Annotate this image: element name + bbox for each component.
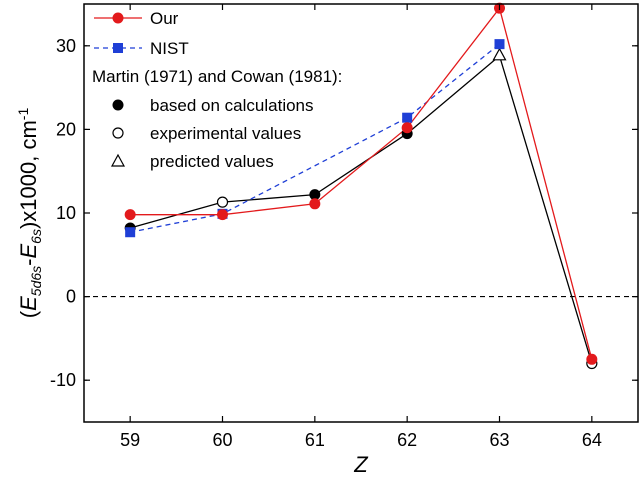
point-nist <box>494 39 505 50</box>
x-tick-label: 62 <box>397 430 417 450</box>
legend-label-exp: experimental values <box>150 124 301 143</box>
point-martin-cowan-pred <box>492 47 507 61</box>
x-tick-label: 60 <box>212 430 232 450</box>
legend-label-our: Our <box>150 9 179 28</box>
legend-marker-exp <box>112 127 124 139</box>
y-tick-label: 20 <box>56 119 76 139</box>
point-martin-cowan-exp <box>216 196 229 208</box>
legend-label-pred: predicted values <box>150 152 274 171</box>
plot-content <box>84 2 638 370</box>
x-tick-label: 63 <box>489 430 509 450</box>
legend-swatch-our-marker <box>112 12 124 24</box>
point-our <box>401 122 413 134</box>
point-nist <box>125 227 136 238</box>
series-line-nist <box>130 43 500 233</box>
legend: Our NIST Martin (1971) and Cowan (1981):… <box>92 9 342 171</box>
y-tick-label: 30 <box>56 36 76 56</box>
legend-swatch-nist-marker <box>113 43 123 53</box>
point-martin-cowan-calc <box>309 189 321 201</box>
point-our <box>217 209 228 221</box>
point-nist <box>402 112 413 123</box>
x-axis-label: Z <box>353 452 369 477</box>
legend-marker-calc <box>112 99 124 111</box>
legend-label-calc: based on calculations <box>150 96 314 115</box>
point-our <box>309 198 321 210</box>
y-tick-label: -10 <box>50 370 76 390</box>
y-tick-label: 10 <box>56 203 76 223</box>
point-our <box>124 209 136 221</box>
x-tick-label: 61 <box>305 430 325 450</box>
point-our <box>586 353 598 365</box>
legend-label-nist: NIST <box>150 39 189 58</box>
axis-ticks: 59 60 61 62 63 64 -10 0 10 20 30 <box>50 4 638 450</box>
x-tick-label: 64 <box>582 430 602 450</box>
legend-marker-pred <box>110 153 126 167</box>
y-tick-label: 0 <box>66 287 76 307</box>
y-axis-label: (E5d6s-E6s)x1000, cm-1 <box>15 108 44 319</box>
x-tick-label: 59 <box>120 430 140 450</box>
legend-header-martin-cowan: Martin (1971) and Cowan (1981): <box>92 67 342 86</box>
series-line-our <box>130 6 593 360</box>
series-line-martin-1971-and-cowan-1981 <box>129 54 593 364</box>
